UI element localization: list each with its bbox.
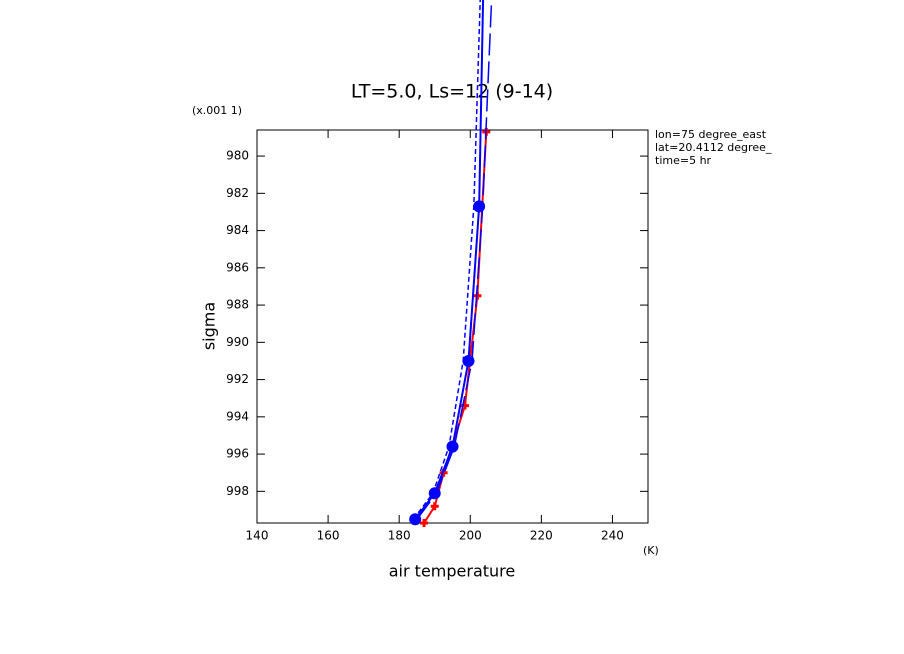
chart-title: LT=5.0, Ls=12 (9-14): [351, 81, 553, 103]
series-line: [423, 131, 488, 524]
point: [420, 519, 429, 527]
y-tick-label: 996: [226, 447, 249, 461]
series-line: [414, 0, 485, 520]
plot-frame: [256, 129, 649, 524]
point: [409, 513, 422, 526]
x-axis-label: air temperature: [389, 562, 515, 581]
x-tick-label: 160: [317, 529, 340, 543]
x-tick-label: 240: [601, 529, 624, 543]
y-tick-label: 986: [226, 260, 249, 274]
x-tick-label: 140: [246, 529, 269, 543]
annotation: lon=75 degree_east: [655, 128, 767, 141]
y-tick-label: 984: [226, 223, 249, 237]
x-unit: (K): [643, 544, 659, 557]
y-axis-label: sigma: [200, 302, 219, 350]
series-line: [416, 0, 493, 520]
point: [430, 502, 439, 511]
y-tick-label: 998: [226, 484, 249, 498]
y-tick-label: 994: [226, 409, 249, 423]
series-line: [412, 0, 481, 520]
annotation: lat=20.4112 degree_: [655, 141, 772, 154]
y-tick-label: 980: [226, 149, 249, 163]
x-tick-label: 180: [388, 529, 411, 543]
y-tick-label: 992: [226, 372, 249, 386]
x-tick-label: 220: [530, 529, 553, 543]
y-tick-label: 982: [226, 186, 249, 200]
y-tick-label: 988: [226, 298, 249, 312]
annotation: time=5 hr: [655, 154, 712, 167]
y-tick-label: 990: [226, 335, 249, 349]
x-tick-label: 200: [459, 529, 482, 543]
point: [462, 354, 475, 367]
y-unit: (x.001 1): [192, 104, 242, 117]
